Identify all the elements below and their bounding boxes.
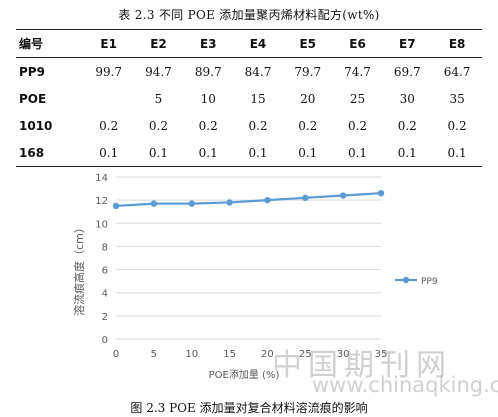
table-header-cell: E3: [183, 29, 234, 58]
formula-table: 编号 E1 E2 E3 E4 E5 E6 E7 E8 PP9 99.7 94.7…: [16, 29, 482, 167]
row-label: 1010: [19, 118, 53, 133]
table-cell: [84, 85, 134, 112]
x-tick-label: 25: [299, 349, 312, 360]
x-tick-label: 20: [261, 349, 274, 360]
table-cell: 74.7: [344, 64, 371, 79]
table-cell: 0.2: [298, 118, 318, 133]
row-label: 168: [16, 139, 84, 167]
x-tick-label: 15: [223, 349, 236, 360]
table-cell: 0.1: [83, 139, 134, 167]
table-cell: 10: [200, 91, 216, 106]
table-cell: 94.7: [145, 64, 172, 79]
figure-caption: 图 2.3 POE 添加量对复合材料溶流痕的影响: [130, 401, 368, 415]
legend-marker: [402, 276, 410, 284]
table-cell: 0.2: [347, 118, 368, 133]
table-row: PP9 99.7 94.7 89.7 84.7 79.7 74.7 69.7 6…: [16, 58, 482, 86]
chart-legend: PP9: [395, 276, 438, 287]
table-header-cell: E2: [133, 29, 184, 58]
y-tick-label: 4: [102, 289, 108, 300]
table-cell: 0.1: [183, 139, 234, 167]
y-tick-label: 2: [102, 312, 108, 323]
line-chart: 0 2 4 6 8 10 12 14 0 5 10 15 20 25 30 35 PP9 溶流痕高度（cm） …: [72, 165, 476, 395]
table-cell: 0.2: [148, 118, 168, 133]
y-tick-label: 12: [95, 196, 108, 207]
x-tick-label: 10: [185, 349, 198, 360]
table-cell: 79.7: [294, 64, 322, 79]
y-tick-label: 0: [102, 335, 108, 346]
y-tick-label: 8: [102, 242, 108, 253]
table-cell: 0.2: [198, 118, 218, 133]
table-cell: 0.1: [432, 139, 482, 167]
data-point: [188, 200, 195, 207]
table-cell: 30: [399, 91, 415, 106]
table-cell: 25: [349, 91, 366, 106]
table-cell: 0.1: [133, 139, 184, 167]
table-cell: 99.7: [95, 64, 123, 79]
table-cell: 0.1: [382, 139, 433, 167]
data-point: [226, 199, 233, 206]
chart-series: [112, 190, 385, 210]
table-cell: 35: [449, 91, 465, 106]
data-point: [264, 196, 271, 204]
chart-axes: 0 2 4 6 8 10 12 14 0 5 10 15 20 25 30 35: [95, 173, 387, 360]
y-tick-label: 6: [102, 266, 108, 277]
table-cell: 0.2: [397, 118, 417, 133]
table-header-cell: E8: [432, 29, 482, 58]
data-point: [377, 190, 385, 197]
chart-gridlines: [116, 176, 381, 340]
table-cell: 0.2: [447, 118, 467, 133]
x-tick-label: 30: [337, 349, 350, 360]
table-cell: 0.1: [233, 139, 283, 167]
table-title: 表 2.3 不同 POE 添加量聚丙烯材料配方(wt%): [118, 8, 380, 22]
table-header-cell: E7: [382, 29, 433, 58]
table-cell: 20: [300, 91, 316, 106]
table-header-cell: E6: [332, 29, 383, 58]
x-axis-label: POE添加量 (%): [209, 368, 280, 381]
table-cell: 15: [250, 91, 266, 106]
x-tick-label: 0: [113, 349, 119, 360]
table-cell: 0.2: [99, 118, 119, 133]
table-cell: 0.1: [332, 139, 383, 167]
x-tick-label: 5: [151, 349, 157, 360]
legend-label: PP9: [421, 277, 438, 287]
table-header-cell: 编号: [16, 29, 84, 58]
table-row: 168 0.1 0.1 0.1 0.1 0.1 0.1 0.1 0.1: [16, 139, 482, 167]
series-line-pp9: [115, 192, 382, 208]
table-cell: 69.7: [393, 64, 421, 79]
y-tick-label: 10: [95, 219, 108, 230]
x-tick-label: 35: [375, 349, 388, 360]
data-point: [302, 194, 309, 202]
table-header-cell: E4: [233, 29, 283, 58]
table-header-cell: E5: [282, 29, 333, 58]
table-cell: 5: [154, 91, 163, 106]
table-header-row: 编号 E1 E2 E3 E4 E5 E6 E7 E8: [16, 29, 482, 58]
table-cell: 84.7: [244, 64, 272, 79]
table-cell: 0.1: [282, 139, 333, 167]
y-tick-label: 14: [95, 173, 108, 184]
row-label: POE: [19, 91, 47, 106]
y-axis-label: 溶流痕高度（cm）: [72, 222, 86, 316]
data-point: [150, 200, 158, 207]
table-cell: 89.7: [194, 64, 222, 79]
table-cell: 0.2: [248, 118, 268, 133]
data-point: [112, 202, 120, 210]
row-label: PP9: [19, 64, 45, 79]
table-row: POE 5 10 15 20 25 30 35: [16, 85, 482, 112]
data-point: [339, 192, 347, 199]
table-header-cell: E1: [83, 29, 134, 58]
table-row: 1010 0.2 0.2 0.2 0.2 0.2 0.2 0.2 0.2: [16, 112, 482, 139]
table-cell: 64.7: [443, 64, 471, 79]
